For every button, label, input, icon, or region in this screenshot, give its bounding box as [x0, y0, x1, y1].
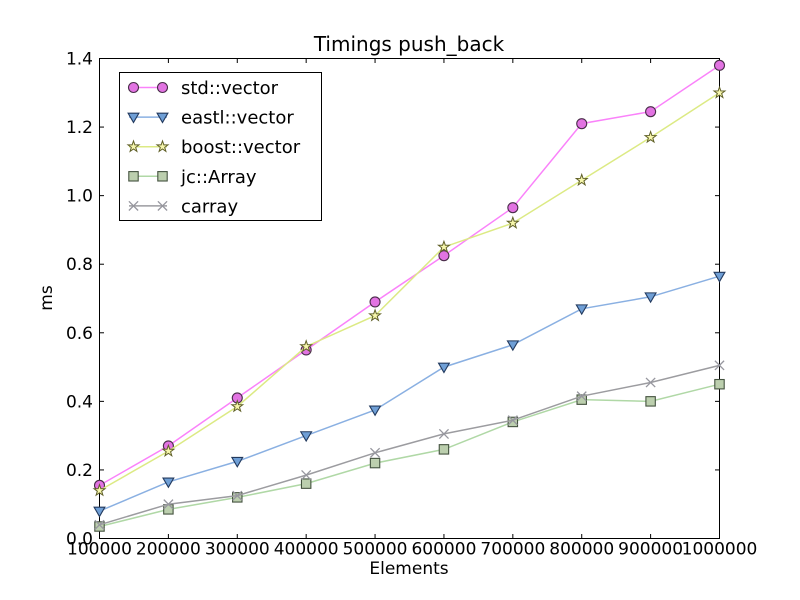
marker-x	[94, 519, 105, 530]
y-tick-label: 0.6	[66, 324, 93, 344]
marker-circle	[713, 59, 726, 71]
marker-circle	[127, 81, 140, 94]
y-tick-label: 0.2	[66, 461, 93, 481]
x-tick-label: 900000	[618, 540, 683, 560]
x-tick-label: 500000	[343, 540, 408, 560]
marker-star	[436, 239, 451, 254]
x-tick-label: 300000	[205, 540, 270, 560]
series-jc-array	[94, 378, 725, 532]
marker-x	[163, 499, 174, 510]
series-carray	[94, 360, 725, 530]
marker-star	[712, 85, 727, 99]
marker-x	[645, 377, 656, 388]
legend-label: std::vector	[181, 78, 279, 99]
x-tick-label: 100000	[67, 540, 132, 560]
marker-star	[574, 172, 589, 187]
series-eastl-vector	[93, 271, 726, 518]
legend-label: boost::vector	[181, 137, 301, 158]
chart-title: Timings push_back	[313, 32, 505, 56]
y-axis: 0.0 0.2 0.4 0.6 0.8 1.0 1.2 1.4	[66, 50, 720, 550]
x-tick-label: 200000	[136, 540, 201, 560]
marker-star	[299, 339, 314, 353]
marker-circle	[645, 106, 657, 118]
marker-star	[161, 443, 176, 458]
marker-square	[645, 396, 656, 407]
y-tick-label: 1.4	[66, 50, 93, 70]
series-boost-vector	[92, 85, 727, 497]
marker-square	[128, 171, 139, 182]
marker-star	[155, 139, 170, 153]
series-line	[99, 275, 720, 512]
x-tick-label: 800000	[549, 540, 614, 560]
marker-triangle-down	[644, 292, 657, 304]
plot-border	[99, 58, 720, 539]
marker-triangle-down	[127, 112, 140, 124]
marker-square	[163, 504, 174, 515]
y-axis-label: ms	[37, 285, 57, 311]
y-tick-label: 0.0	[66, 530, 93, 550]
x-axis: 100000 200000 300000 400000 500000 600000 7000…	[67, 58, 758, 560]
x-axis-label: Elements	[369, 559, 449, 579]
series-line	[99, 364, 720, 526]
marker-star	[368, 308, 383, 322]
marker-x	[507, 415, 518, 426]
marker-circle	[438, 250, 450, 262]
legend-label: carray	[181, 196, 238, 217]
marker-x	[232, 490, 243, 501]
x-tick-label: 400000	[274, 540, 339, 560]
marker-triangle-down	[93, 506, 106, 518]
series-line	[99, 92, 720, 492]
marker-triangle-down	[156, 112, 169, 124]
marker-star	[126, 139, 141, 153]
legend-label: jc::Array	[180, 167, 257, 188]
marker-x	[438, 428, 450, 439]
marker-square	[507, 416, 519, 428]
marker-x	[128, 200, 139, 211]
y-tick-label: 1.2	[66, 118, 93, 138]
x-tick-label: 700000	[480, 540, 545, 560]
marker-circle	[156, 81, 169, 94]
marker-square	[157, 171, 168, 182]
marker-square	[300, 478, 312, 489]
marker-star	[92, 483, 107, 497]
marker-circle	[369, 296, 381, 308]
marker-square	[438, 444, 450, 455]
marker-square	[94, 521, 105, 532]
series-std-vector	[93, 59, 726, 491]
marker-triangle-down	[437, 362, 451, 374]
marker-x	[369, 447, 381, 458]
marker-square	[576, 394, 587, 405]
legend: std::vectoreastl::vectorboost::vectorjc:…	[119, 72, 322, 221]
marker-triangle-down	[713, 271, 726, 283]
marker-square	[232, 492, 243, 503]
marker-star	[643, 130, 658, 144]
marker-triangle-down	[162, 477, 175, 489]
marker-triangle-down	[299, 431, 313, 443]
series-line	[99, 64, 720, 487]
marker-star	[505, 215, 520, 230]
series-line	[99, 383, 720, 528]
marker-star	[230, 399, 245, 413]
marker-triangle-down	[368, 405, 382, 417]
y-tick-label: 0.4	[66, 392, 93, 412]
marker-x	[576, 391, 587, 402]
marker-circle	[507, 202, 519, 214]
marker-square	[714, 378, 725, 390]
marker-triangle-down	[230, 456, 244, 468]
marker-circle	[576, 118, 588, 130]
marker-triangle-down	[575, 304, 589, 316]
y-tick-label: 0.8	[66, 255, 93, 275]
marker-x	[301, 470, 312, 481]
legend-label: eastl::vector	[181, 108, 294, 129]
marker-square	[369, 457, 381, 469]
marker-x	[157, 200, 168, 211]
marker-x	[714, 360, 725, 371]
x-tick-label: 600000	[411, 540, 476, 560]
y-tick-label: 1.0	[66, 187, 93, 207]
marker-triangle-down	[506, 340, 520, 352]
x-tick-label: 1000000	[682, 540, 758, 560]
